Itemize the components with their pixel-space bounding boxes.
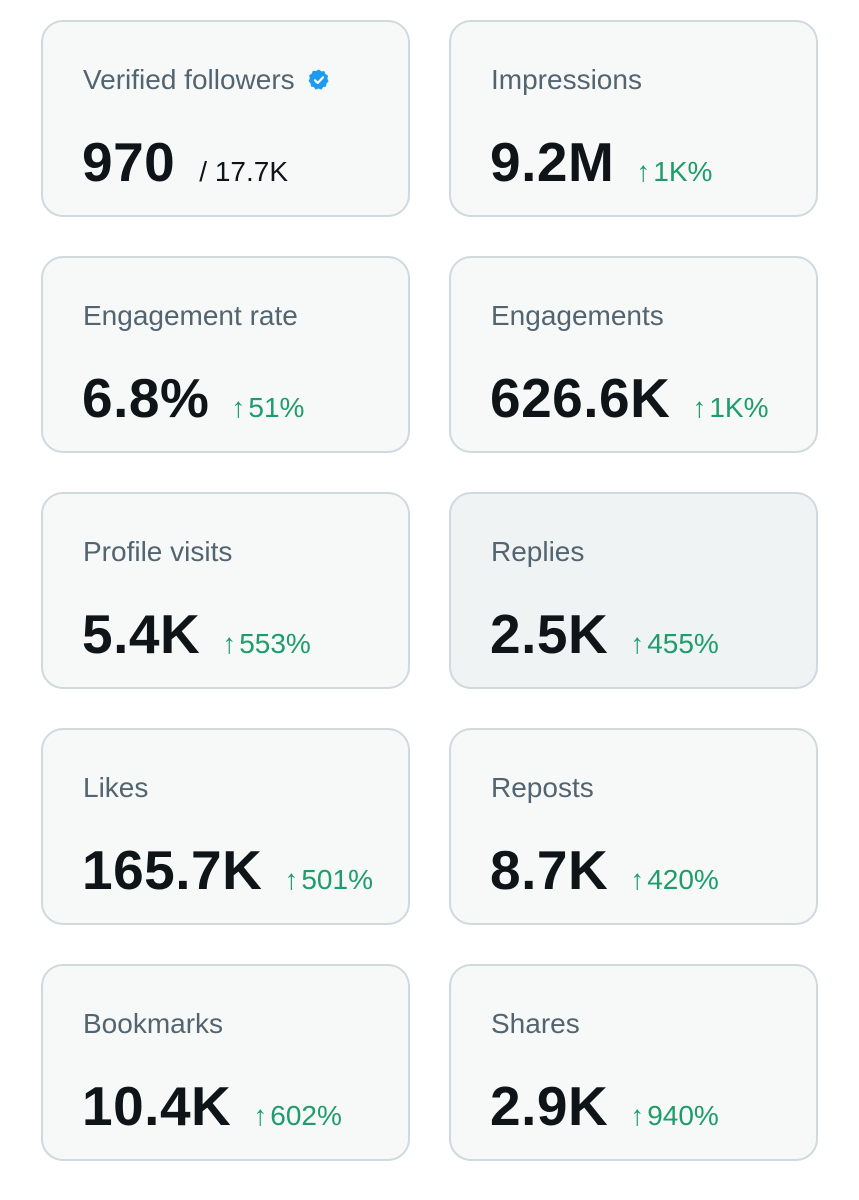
card-value-row: 10.4K ↑ 602% <box>82 1074 342 1138</box>
card-value-row: 165.7K ↑ 501% <box>82 838 373 902</box>
card-value-row: 626.6K ↑ 1K% <box>490 366 769 430</box>
reposts-card[interactable]: Reposts 8.7K ↑ 420% <box>449 728 818 925</box>
card-label: Engagements <box>491 300 664 331</box>
card-value: 8.7K <box>490 839 609 901</box>
card-change: ↑ 602% <box>253 1100 342 1132</box>
card-value-row: 5.4K ↑ 553% <box>82 602 311 666</box>
card-change: ↑ 51% <box>231 392 304 424</box>
card-change-value: 455% <box>647 628 719 659</box>
impressions-card[interactable]: Impressions 9.2M ↑ 1K% <box>449 20 818 217</box>
card-label-row: Shares <box>491 1006 580 1042</box>
card-value-row: 6.8% ↑ 51% <box>82 366 304 430</box>
arrow-up-icon: ↑ <box>630 864 645 895</box>
card-value: 165.7K <box>82 839 263 901</box>
card-label: Profile visits <box>83 536 233 567</box>
card-value: 970 <box>82 131 176 193</box>
card-label-row: Likes <box>83 770 148 806</box>
card-value-row: 2.9K ↑ 940% <box>490 1074 719 1138</box>
card-label-row: Engagements <box>491 298 664 334</box>
card-change-value: 420% <box>647 864 719 895</box>
card-change-value: 501% <box>301 864 373 895</box>
card-change-value: 553% <box>239 628 311 659</box>
arrow-up-icon: ↑ <box>630 628 645 659</box>
card-change: ↑ 420% <box>630 864 719 896</box>
card-value: 2.9K <box>490 1075 609 1137</box>
card-label: Engagement rate <box>83 300 298 331</box>
card-value: 5.4K <box>82 603 201 665</box>
card-label: Replies <box>491 536 585 567</box>
card-label-row: Engagement rate <box>83 298 298 334</box>
card-value-row: 2.5K ↑ 455% <box>490 602 719 666</box>
metrics-grid: Verified followers 970 / 17.7K Impressio… <box>41 20 818 1161</box>
card-value: 626.6K <box>490 367 671 429</box>
card-value-row: 9.2M ↑ 1K% <box>490 130 712 194</box>
card-label-row: Verified followers <box>83 62 331 98</box>
card-change-value: 51% <box>248 392 305 423</box>
card-value-row: 8.7K ↑ 420% <box>490 838 719 902</box>
verified-followers-card[interactable]: Verified followers 970 / 17.7K <box>41 20 410 217</box>
engagements-card[interactable]: Engagements 626.6K ↑ 1K% <box>449 256 818 453</box>
replies-card[interactable]: Replies 2.5K ↑ 455% <box>449 492 818 689</box>
card-label: Verified followers <box>83 64 295 95</box>
profile-visits-card[interactable]: Profile visits 5.4K ↑ 553% <box>41 492 410 689</box>
arrow-up-icon: ↑ <box>284 864 299 895</box>
card-label-row: Profile visits <box>83 534 232 570</box>
card-label: Impressions <box>491 64 642 95</box>
card-value-row: 970 / 17.7K <box>82 130 288 194</box>
card-label-row: Replies <box>491 534 584 570</box>
arrow-up-icon: ↑ <box>253 1100 268 1131</box>
arrow-up-icon: ↑ <box>636 156 651 187</box>
engagement-rate-card[interactable]: Engagement rate 6.8% ↑ 51% <box>41 256 410 453</box>
card-label: Likes <box>83 772 149 803</box>
arrow-up-icon: ↑ <box>231 392 246 423</box>
arrow-up-icon: ↑ <box>222 628 237 659</box>
verified-badge-icon <box>308 69 329 90</box>
card-value: 2.5K <box>490 603 609 665</box>
card-label-row: Bookmarks <box>83 1006 223 1042</box>
card-change: ↑ 553% <box>222 628 311 660</box>
card-change: ↑ 455% <box>630 628 719 660</box>
card-change-value: 1K% <box>653 156 713 187</box>
card-change-value: 940% <box>647 1100 719 1131</box>
likes-card[interactable]: Likes 165.7K ↑ 501% <box>41 728 410 925</box>
card-change: ↑ 501% <box>284 864 373 896</box>
card-change-value: 602% <box>270 1100 342 1131</box>
card-label: Bookmarks <box>83 1008 224 1039</box>
shares-card[interactable]: Shares 2.9K ↑ 940% <box>449 964 818 1161</box>
arrow-up-icon: ↑ <box>630 1100 645 1131</box>
card-value: 10.4K <box>82 1075 232 1137</box>
card-value: 9.2M <box>490 131 615 193</box>
card-change: ↑ 1K% <box>692 392 768 424</box>
card-total: / 17.7K <box>199 156 288 187</box>
card-label-row: Reposts <box>491 770 594 806</box>
card-change: ↑ 1K% <box>636 156 712 188</box>
card-change-value: 1K% <box>709 392 769 423</box>
card-label-row: Impressions <box>491 62 642 98</box>
card-change: ↑ 940% <box>630 1100 719 1132</box>
card-label: Reposts <box>491 772 594 803</box>
bookmarks-card[interactable]: Bookmarks 10.4K ↑ 602% <box>41 964 410 1161</box>
card-label: Shares <box>491 1008 580 1039</box>
arrow-up-icon: ↑ <box>692 392 707 423</box>
card-value: 6.8% <box>82 367 210 429</box>
